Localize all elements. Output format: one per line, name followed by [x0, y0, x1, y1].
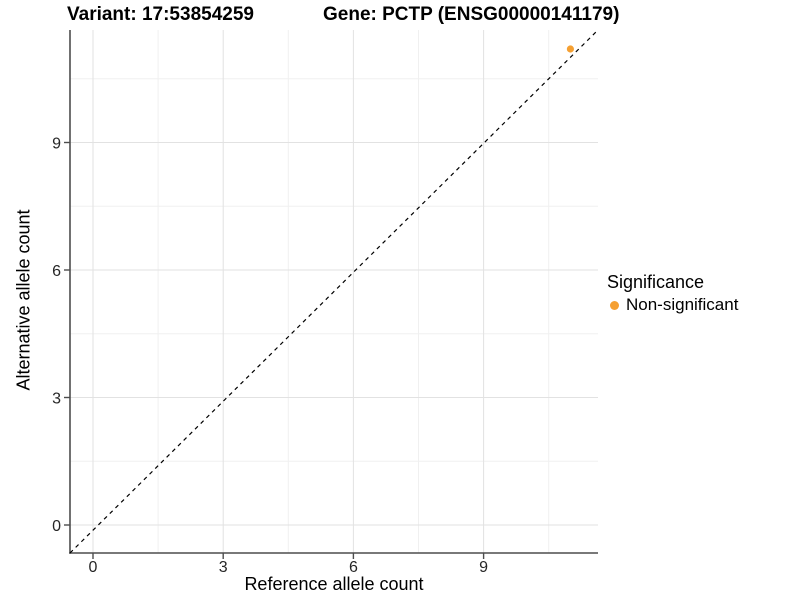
- y-tick-label: 9: [52, 136, 61, 153]
- chart-title-gene: Gene: PCTP (ENSG00000141179): [323, 4, 620, 25]
- legend-item-label: Non-significant: [626, 295, 739, 314]
- legend-item: Non-significant: [607, 295, 738, 315]
- x-tick-label: 0: [89, 559, 98, 576]
- y-axis-title: Alternative allele count: [13, 209, 34, 391]
- legend-title: Significance: [607, 272, 705, 292]
- x-axis-title: Reference allele count: [244, 574, 424, 594]
- y-tick-label: 0: [52, 518, 61, 535]
- y-tick-label: 3: [52, 391, 61, 408]
- x-tick-label: 6: [349, 559, 358, 576]
- legend-point-icon: [610, 300, 619, 310]
- data-point: [566, 45, 575, 53]
- identity-line: [69, 29, 599, 554]
- legend: Significance Non-significant: [607, 272, 738, 315]
- x-tick-label: 3: [219, 559, 228, 576]
- x-tick-label: 9: [479, 559, 488, 576]
- chart-title-variant: Variant: 17:53854259: [67, 4, 254, 25]
- y-tick-label: 6: [52, 263, 61, 280]
